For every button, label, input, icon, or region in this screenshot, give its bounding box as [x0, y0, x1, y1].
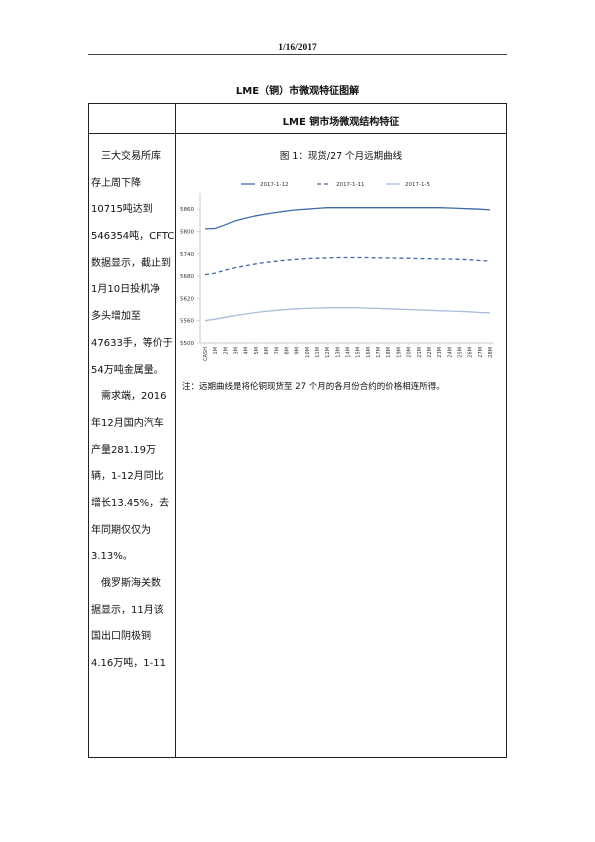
x-tick-label: 22M	[427, 347, 433, 358]
x-tick-label: 3M	[234, 347, 240, 355]
x-tick-label: 19M	[396, 347, 402, 358]
commentary-line: 辆，1-12月同比	[91, 471, 164, 483]
series-line-2017-1-12	[204, 207, 491, 230]
x-tick-label: 11M	[315, 347, 321, 358]
forward-curve-chart: 5500 5560 5620 5680 5740 5800 5860 CASH 1M 2M 3M 4M…	[180, 182, 494, 361]
commentary-line: 国出口阴极铜	[91, 631, 151, 643]
y-tick-label: 5800	[180, 229, 194, 235]
x-tick-label: CASH	[203, 347, 209, 361]
commentary-line: 3.13%。	[91, 551, 133, 563]
commentary-line: 10715吨达到	[91, 204, 153, 216]
commentary-line: 俄罗斯海关数	[101, 578, 161, 589]
series-line-2017-1-5	[204, 307, 491, 322]
commentary-line: 年同期仅仅为	[91, 524, 151, 536]
y-tick-label: 5740	[180, 252, 194, 258]
x-tick-label: 15M	[356, 347, 362, 358]
commentary-line: 据显示，11月该	[91, 604, 164, 616]
legend-label: 2017-1-5	[405, 182, 430, 188]
x-tick-label: 27M	[478, 347, 484, 358]
commentary-line: 增长13.45%，去	[91, 497, 170, 509]
figure-title: 图 1：现货/27 个月远期曲线	[279, 151, 403, 162]
y-tick-label: 5500	[180, 341, 194, 347]
commentary-line: 4.16万吨，1-11	[91, 658, 166, 670]
x-tick-label: 7M	[274, 347, 280, 355]
document-title: LME（铜）市微观特征图解	[235, 86, 360, 97]
left-commentary: 三大交易所库存上周下降 10715吨达到 546354吨，CFTC 数据显示，截止到 1…	[89, 144, 175, 678]
x-tick-label: 12M	[325, 347, 331, 358]
x-tick-label: 20M	[407, 347, 413, 358]
x-tick-label: 13M	[335, 347, 341, 358]
commentary-line: 54万吨金属量。	[91, 364, 164, 376]
commentary-line: 1月10日投机净	[91, 284, 161, 296]
commentary-line: 年12月国内汽车	[91, 417, 164, 429]
header-rule	[88, 54, 507, 55]
y-tick-label: 5560	[180, 319, 194, 325]
x-tick-label: 4M	[244, 347, 250, 355]
commentary-line: 546354吨，CFTC	[91, 231, 175, 243]
x-tick-label: 24M	[447, 347, 453, 358]
commentary-line: 三大交易所库	[101, 151, 161, 162]
x-tick-label: 21M	[417, 347, 423, 358]
table-column-divider	[175, 104, 176, 757]
y-tick-label: 5860	[180, 207, 194, 213]
section-title: LME 铜市场微观结构特征	[282, 117, 400, 128]
commentary-line: 产量281.19万	[91, 444, 156, 456]
x-tick-label: 9M	[295, 347, 301, 355]
x-tick-label: 26M	[468, 347, 474, 358]
content-table: LME 铜市场微观结构特征 三大交易所库存上周下降 10715吨达到 546354吨…	[88, 103, 507, 758]
commentary-line: 数据显示，截止到	[91, 257, 171, 269]
table-header-divider	[89, 133, 506, 134]
y-tick-label: 5620	[180, 296, 194, 302]
x-tick-label: 2M	[223, 347, 229, 355]
commentary-line: 多头增加至	[91, 311, 141, 323]
x-tick-label: 6M	[264, 347, 270, 355]
figure-note: 注：远期曲线是将伦铜现货至 27 个月的各月份合约的价格相连所得。	[182, 382, 445, 392]
series-line-2017-1-11	[204, 256, 491, 276]
x-tick-label: 10M	[305, 347, 311, 358]
x-tick-label: 23M	[437, 347, 443, 358]
x-tick-label: 28M	[488, 347, 494, 358]
legend-label: 2017-1-11	[336, 182, 364, 188]
x-tick-label: 25M	[457, 347, 463, 358]
commentary-line: 需求端，2016	[101, 391, 167, 403]
x-tick-label: 17M	[376, 347, 382, 358]
header-date: 1/16/2017	[278, 43, 317, 53]
commentary-line: 存上周下降	[91, 177, 141, 189]
x-tick-label: 5M	[254, 347, 260, 355]
commentary-line: 47633手，等价于	[91, 337, 173, 349]
x-tick-label: 14M	[346, 347, 352, 358]
x-tick-label: 16M	[366, 347, 372, 358]
x-tick-label: 18M	[386, 347, 392, 358]
y-tick-label: 5680	[180, 274, 194, 280]
x-tick-label: 1M	[213, 347, 219, 355]
legend-label: 2017-1-12	[260, 182, 288, 188]
x-tick-label: 8M	[284, 347, 290, 355]
